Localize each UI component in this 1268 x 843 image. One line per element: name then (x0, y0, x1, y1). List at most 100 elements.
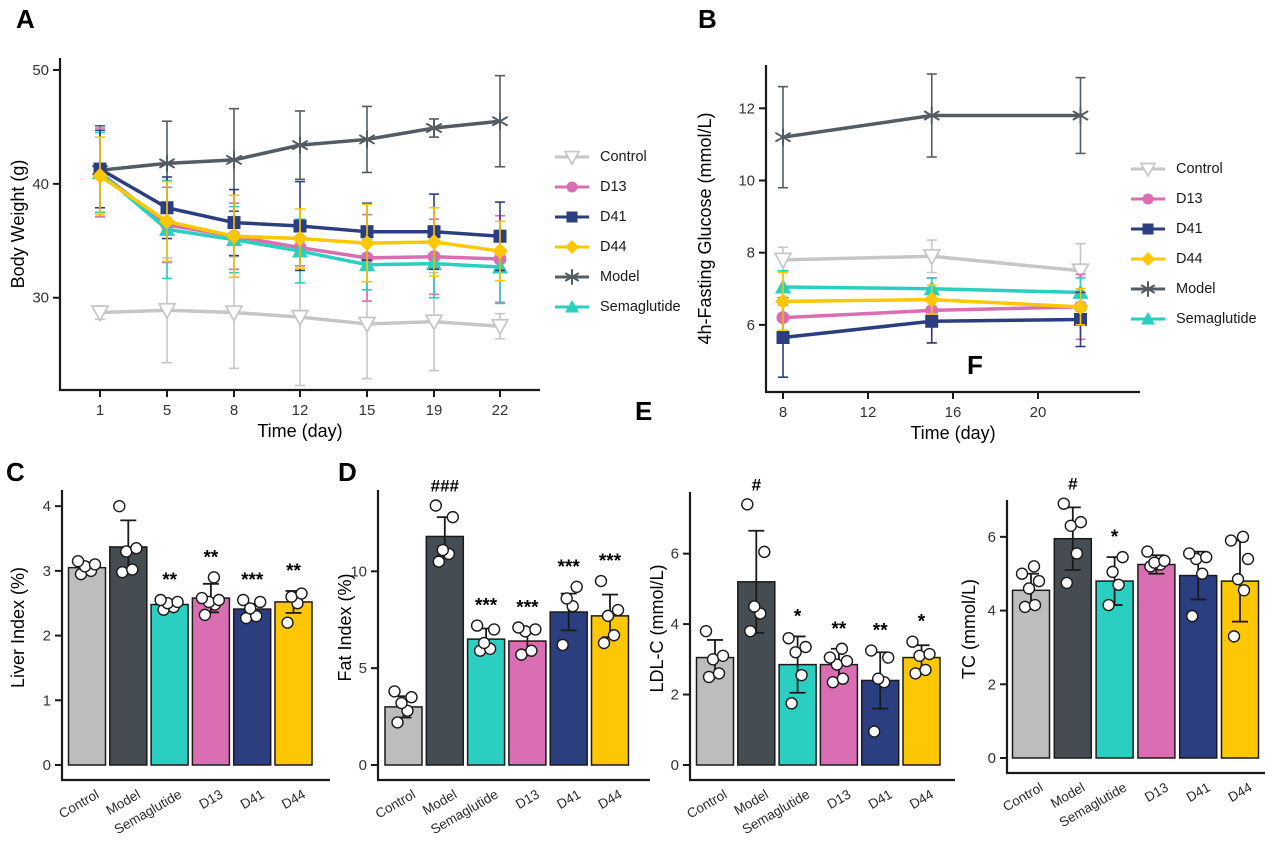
panel-label-a: A (16, 4, 35, 34)
svg-text:Control: Control (373, 787, 418, 822)
svg-text:#: # (1068, 475, 1078, 494)
svg-text:D13: D13 (824, 787, 853, 812)
legend-label-control: Control (600, 148, 647, 165)
legend-item-model: Model (1128, 278, 1257, 299)
d41-square-icon (1131, 223, 1165, 234)
model-asterisk-icon (1131, 280, 1165, 297)
svg-text:2: 2 (671, 687, 679, 704)
svg-text:D44: D44 (907, 786, 936, 812)
legend-label-d13: D13 (600, 178, 627, 195)
svg-text:Body Weight (g): Body Weight (g) (8, 160, 28, 289)
svg-text:D41: D41 (1184, 780, 1213, 805)
svg-text:**: ** (873, 621, 888, 642)
legend-item-d41: D41 (552, 206, 681, 227)
svg-text:#: # (752, 475, 762, 494)
svg-text:D13: D13 (513, 787, 542, 812)
svg-text:D44: D44 (596, 786, 625, 812)
svg-text:16: 16 (945, 404, 962, 421)
legend-label-model: Model (600, 268, 640, 285)
control-triangle-down-open-icon (555, 150, 589, 166)
legend-item-semaglutide: Semaglutide (552, 296, 681, 317)
svg-text:Control: Control (1000, 780, 1045, 815)
svg-text:10: 10 (738, 172, 755, 189)
svg-text:3: 3 (43, 563, 51, 580)
svg-text:D44: D44 (1226, 779, 1255, 805)
legend-label-d41: D41 (1176, 220, 1203, 237)
svg-text:4: 4 (671, 616, 679, 633)
svg-text:6: 6 (747, 317, 755, 334)
semaglutide-triangle-up-icon (555, 299, 589, 312)
svg-text:1: 1 (43, 692, 51, 709)
svg-text:12: 12 (860, 404, 877, 421)
svg-text:12: 12 (738, 100, 755, 117)
svg-text:Liver Index (%): Liver Index (%) (8, 567, 28, 688)
svg-text:4h-Fasting Glucose (mmol/L): 4h-Fasting Glucose (mmol/L) (695, 112, 715, 344)
svg-text:1: 1 (96, 402, 104, 419)
svg-text:***: *** (516, 598, 539, 619)
svg-text:19: 19 (426, 402, 443, 419)
legend-panel-a: Control D13 D41 D44 Model Semaglutide (552, 146, 681, 326)
svg-text:*: * (918, 612, 926, 633)
legend-item-d41: D41 (1128, 218, 1257, 239)
svg-text:*: * (1111, 527, 1119, 548)
svg-text:Time (day): Time (day) (910, 423, 995, 443)
legend-item-control: Control (1128, 158, 1257, 179)
legend-item-d44: D44 (1128, 248, 1257, 269)
legend-item-model: Model (552, 266, 681, 287)
svg-text:22: 22 (492, 402, 509, 419)
svg-text:TC (mmol/L): TC (mmol/L) (959, 579, 979, 679)
panel-label-d: D (338, 457, 357, 487)
svg-text:20: 20 (1030, 404, 1047, 421)
svg-text:0: 0 (359, 757, 367, 774)
svg-text:***: *** (241, 570, 264, 591)
svg-text:**: ** (286, 561, 301, 582)
legend-item-d13: D13 (552, 176, 681, 197)
svg-text:**: ** (204, 547, 219, 568)
svg-text:D44: D44 (279, 786, 308, 812)
svg-text:40: 40 (32, 176, 49, 193)
svg-text:5: 5 (163, 402, 171, 419)
svg-text:0: 0 (988, 750, 996, 767)
svg-text:4: 4 (988, 603, 996, 620)
svg-text:D13: D13 (196, 787, 225, 812)
svg-text:8: 8 (747, 245, 755, 262)
legend-item-d13: D13 (1128, 188, 1257, 209)
svg-text:*: * (794, 606, 802, 627)
svg-text:6: 6 (671, 546, 679, 563)
d13-circle-icon (1131, 193, 1165, 204)
legend-item-control: Control (552, 146, 681, 167)
svg-text:LDL-C (mmol/L): LDL-C (mmol/L) (650, 564, 667, 692)
svg-text:0: 0 (671, 757, 679, 774)
svg-text:4: 4 (43, 498, 51, 515)
d13-circle-icon (555, 181, 589, 192)
svg-text:***: *** (599, 551, 622, 572)
model-asterisk-icon (555, 268, 589, 285)
semaglutide-triangle-up-icon (1131, 311, 1165, 324)
svg-text:D41: D41 (866, 787, 895, 812)
legend-label-model: Model (1176, 280, 1216, 297)
legend-label-d41: D41 (600, 208, 627, 225)
svg-text:5: 5 (359, 660, 367, 677)
svg-text:10: 10 (350, 563, 367, 580)
svg-text:0: 0 (43, 757, 51, 774)
svg-text:50: 50 (32, 62, 49, 79)
panel-label-c: C (6, 457, 25, 487)
legend-label-d13: D13 (1176, 190, 1203, 207)
svg-text:30: 30 (32, 290, 49, 307)
legend-panel-b: Control D13 D41 D44 Model Semaglutide (1128, 158, 1257, 338)
d41-square-icon (555, 211, 589, 222)
svg-text:D41: D41 (554, 787, 583, 812)
svg-text:**: ** (832, 619, 847, 640)
svg-text:Control: Control (56, 787, 101, 822)
svg-text:Control: Control (684, 787, 729, 822)
svg-text:***: *** (558, 557, 581, 578)
legend-label-semaglutide: Semaglutide (600, 298, 681, 315)
svg-text:8: 8 (230, 402, 238, 419)
svg-text:###: ### (431, 476, 460, 495)
svg-text:2: 2 (43, 628, 51, 645)
